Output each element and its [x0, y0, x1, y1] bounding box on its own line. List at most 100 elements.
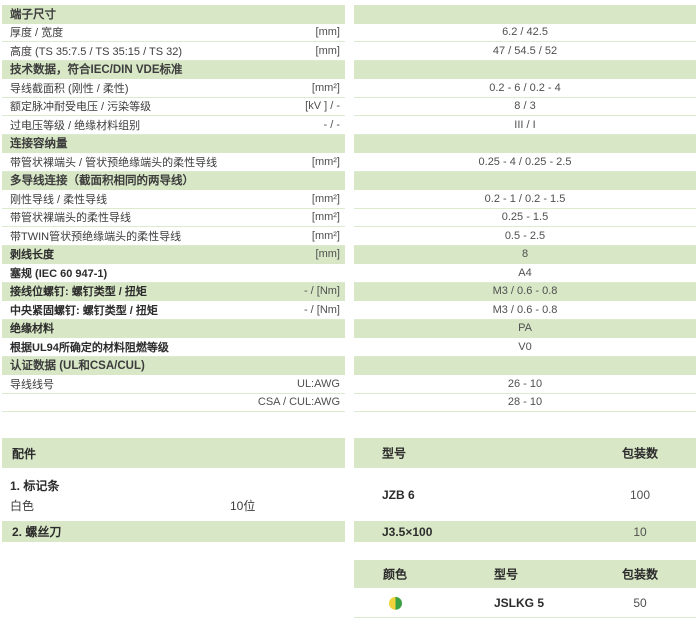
spec-label: 刚性导线 / 柔性导线 [10, 193, 108, 206]
model-column-header: 型号 [382, 446, 407, 461]
model-column-header: 型号 [494, 567, 519, 582]
section-header-row: 端子尺寸 [2, 5, 696, 24]
spec-label: 带TWIN管状预绝缘端头的柔性导线 [10, 230, 182, 243]
accessory-name: 1. 标记条 [10, 479, 60, 493]
spec-row: 剥线长度 [mm] 8 [2, 245, 696, 264]
spec-label: 导线截面积 (刚性 / 柔性) [10, 82, 129, 95]
spec-value: A4 [354, 264, 696, 283]
spec-row: 绝缘材料 PA [2, 319, 696, 338]
spec-label: 额定脉冲耐受电压 / 污染等级 [10, 101, 152, 114]
spec-value: III / I [354, 116, 696, 135]
spec-row: 带TWIN管状预绝缘端头的柔性导线 [mm²] 0.5 - 2.5 [2, 227, 696, 246]
spec-unit: UL:AWG [297, 377, 340, 390]
accessory-model: J3.5×100 [382, 524, 433, 539]
section-title: 技术数据，符合IEC/DIN VDE标准 [10, 64, 183, 77]
accessories-title: 配件 [12, 446, 37, 461]
spec-value: 0.5 - 2.5 [354, 227, 696, 246]
spec-unit: [mm²] [311, 192, 340, 205]
color-column-header: 颜色 [382, 567, 407, 582]
spec-row: 中央紧固螺钉: 螺钉类型 / 扭矩 - / [Nm] M3 / 0.6 - 0.8 [2, 301, 696, 320]
section-header-fill [354, 356, 696, 375]
spec-value: 8 [354, 245, 696, 264]
spec-unit: [mm] [315, 248, 340, 261]
section-title: 多导线连接（截面积相同的两导线） [10, 175, 194, 188]
spec-row: 过电压等级 / 绝缘材料组别 - / - III / I [2, 116, 696, 135]
section-title: 连接容纳量 [10, 138, 68, 151]
section-header-row: 技术数据，符合IEC/DIN VDE标准 [2, 60, 696, 79]
pack-qty-column-header: 包装数 [621, 567, 658, 582]
spec-label: 塞规 (IEC 60 947-1) [10, 267, 108, 280]
accessory-description: 白色 [10, 499, 35, 513]
spec-value: PA [354, 319, 696, 338]
section-header-row: 认证数据 (UL和CSA/CUL) [2, 356, 696, 375]
spec-unit: - / [Nm] [303, 285, 340, 298]
section-title: 认证数据 (UL和CSA/CUL) [10, 360, 145, 373]
spec-label: 厚度 / 宽度 [10, 27, 64, 40]
spec-value: 26 - 10 [354, 375, 696, 394]
section-header-row: 多导线连接（截面积相同的两导线） [2, 171, 696, 190]
spec-row: 厚度 / 宽度 [mm] 6.2 / 42.5 [2, 23, 696, 42]
variant-model: JSLKG 5 [494, 595, 545, 610]
section-header-fill [354, 60, 696, 79]
color-variants-table: 颜色 型号 包装数 JSLKG 5 50 [354, 560, 696, 618]
spec-label: 高度 (TS 35:7.5 / TS 35:15 / TS 32) [10, 45, 183, 58]
spec-row: 塞规 (IEC 60 947-1) A4 [2, 264, 696, 283]
accessory-pack-qty: 10 [633, 524, 647, 539]
spec-value: M3 / 0.6 - 0.8 [354, 282, 696, 301]
spec-row: 导线线号 UL:AWG 26 - 10 [2, 375, 696, 394]
spec-value: 0.25 - 4 / 0.25 - 2.5 [354, 153, 696, 172]
spec-row: CSA / CUL:AWG 28 - 10 [2, 393, 696, 412]
spec-row: 额定脉冲耐受电压 / 污染等级 [kV ] / - 8 / 3 [2, 97, 696, 116]
section-header-fill [354, 5, 696, 24]
spec-row: 高度 (TS 35:7.5 / TS 35:15 / TS 32) [mm] 47 … [2, 42, 696, 61]
accessory-spec: 10位 [230, 499, 256, 513]
spec-label: 带管状裸端头 / 管状预绝缘端头的柔性导线 [10, 156, 218, 169]
spec-label: 绝缘材料 [10, 323, 54, 336]
green-yellow-swatch-icon [388, 596, 402, 610]
spec-row: 带管状裸端头的柔性导线 [mm²] 0.25 - 1.5 [2, 208, 696, 227]
spec-unit: [mm] [315, 44, 340, 57]
spec-value: 28 - 10 [354, 393, 696, 412]
section-title: 端子尺寸 [10, 8, 56, 21]
spec-unit: [mm²] [311, 81, 340, 94]
spec-value: 0.2 - 1 / 0.2 - 1.5 [354, 190, 696, 209]
spec-row: 根据UL94所确定的材料阻燃等级 V0 [2, 338, 696, 357]
spec-unit: CSA / CUL:AWG [257, 396, 340, 409]
accessories-table: 配件 型号 包装数 1. 标记条 白色 10位 JZB 6 100 2. 螺丝刀 [2, 438, 696, 542]
spec-label: 接线位螺钉: 螺钉类型 / 扭矩 [10, 286, 147, 299]
color-variant-row: JSLKG 5 50 [354, 588, 696, 618]
spec-label: 根据UL94所确定的材料阻燃等级 [10, 341, 169, 354]
section-header-row: 连接容纳量 [2, 134, 696, 153]
spec-unit: - / [Nm] [303, 303, 340, 316]
spec-value: 0.2 - 6 / 0.2 - 4 [354, 79, 696, 98]
accessory-row: 2. 螺丝刀 J3.5×100 10 [2, 521, 696, 542]
spec-row: 导线截面积 (刚性 / 柔性) [mm²] 0.2 - 6 / 0.2 - 4 [2, 79, 696, 98]
spec-unit: [mm²] [311, 211, 340, 224]
spec-table: 端子尺寸 厚度 / 宽度 [mm] 6.2 / 42.5 高度 (TS 35:7.5 /… [2, 5, 696, 412]
spec-value: 6.2 / 42.5 [354, 23, 696, 42]
spec-row: 接线位螺钉: 螺钉类型 / 扭矩 - / [Nm] M3 / 0.6 - 0.8 [2, 282, 696, 301]
section-header-fill [354, 134, 696, 153]
accessory-model: JZB 6 [382, 487, 415, 502]
accessories-header-row: 配件 型号 包装数 [2, 438, 696, 468]
spec-unit: [mm²] [311, 155, 340, 168]
spec-value: M3 / 0.6 - 0.8 [354, 301, 696, 320]
spec-unit: - / - [323, 118, 341, 131]
section-header-fill [354, 171, 696, 190]
accessory-row: 1. 标记条 白色 10位 JZB 6 100 [2, 468, 696, 521]
pack-qty-column-header: 包装数 [621, 446, 658, 461]
spec-value: 47 / 54.5 / 52 [354, 42, 696, 61]
spec-unit: [kV ] / - [305, 100, 340, 113]
spec-label: 剥线长度 [10, 249, 54, 262]
accessory-name: 2. 螺丝刀 [12, 525, 62, 539]
color-table-header-row: 颜色 型号 包装数 [354, 560, 696, 588]
spec-label: 导线线号 [10, 378, 54, 391]
variant-pack-qty: 50 [633, 595, 647, 610]
spec-label: 中央紧固螺钉: 螺钉类型 / 扭矩 [10, 304, 158, 317]
spec-unit: [mm²] [311, 229, 340, 242]
spec-label: 带管状裸端头的柔性导线 [10, 212, 131, 225]
spec-value: 8 / 3 [354, 97, 696, 116]
spec-value: 0.25 - 1.5 [354, 208, 696, 227]
spec-label: 过电压等级 / 绝缘材料组别 [10, 119, 141, 132]
spec-unit: [mm] [315, 26, 340, 39]
